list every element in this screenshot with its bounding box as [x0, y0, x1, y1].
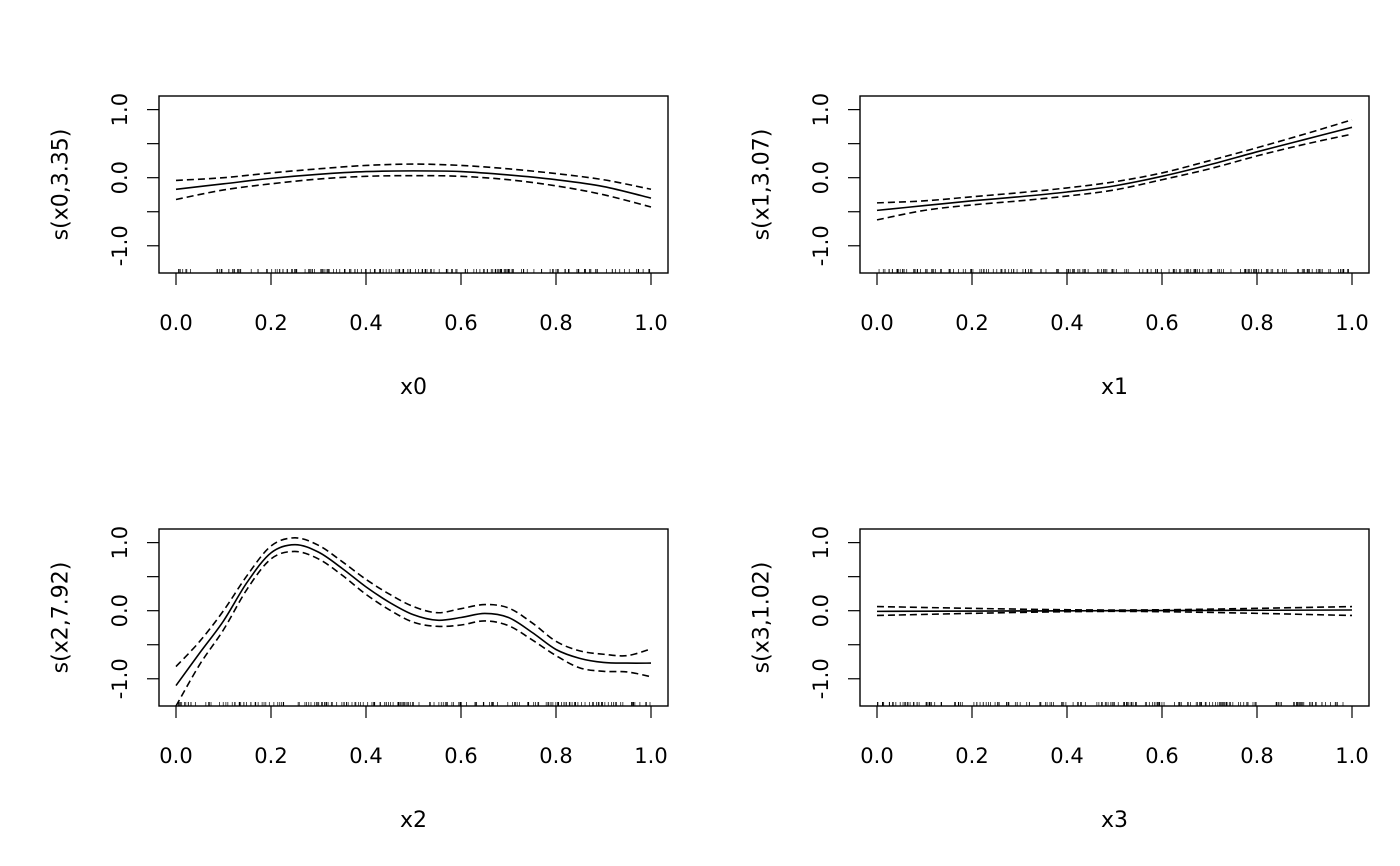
rug-marks [876, 702, 1344, 706]
x-tick-label: 0.8 [1240, 311, 1273, 335]
y-tick-label: -1.0 [108, 658, 132, 699]
x-tick-label: 0.0 [159, 311, 192, 335]
x-axis-label: x2 [400, 808, 427, 833]
y-tick-label: 0.0 [108, 161, 132, 194]
plot-frame [859, 528, 1370, 707]
x-tick-label: 0.0 [159, 744, 192, 768]
y-tick-label: -1.0 [809, 225, 833, 266]
lower-confidence-band [175, 174, 652, 208]
y-tick-label: 1.0 [809, 93, 833, 126]
plot-frame [158, 528, 669, 707]
x-tick-label: 0.6 [1145, 311, 1178, 335]
x-tick-label: 1.0 [1335, 744, 1368, 768]
x-tick-label: 0.8 [539, 744, 572, 768]
x-tick-label: 0.6 [444, 744, 477, 768]
upper-confidence-band [175, 537, 652, 668]
x-tick-label: 0.2 [955, 744, 988, 768]
x-tick-label: 0.2 [254, 311, 287, 335]
lower-confidence-band [876, 133, 1353, 221]
lower-confidence-band [876, 610, 1353, 617]
upper-confidence-band [175, 163, 652, 191]
y-axis-label: s(x1,3.07) [750, 129, 775, 241]
x-tick-label: 0.8 [1240, 744, 1273, 768]
x-axis-label: x3 [1101, 808, 1128, 833]
x-tick-label: 0.4 [1050, 744, 1083, 768]
lower-confidence-band [175, 550, 652, 707]
fitted-smooth-line [876, 126, 1353, 212]
plot-frame [859, 95, 1370, 274]
plot-frame [158, 95, 669, 274]
rug-marks [178, 269, 651, 273]
y-axis-label: s(x3,1.02) [750, 562, 775, 674]
smooth-panel-x3: 0.0 0.2 0.4 0.6 0.8 1.0 -1.0 0.0 1.0 x3 s(x3,1.02) [750, 526, 1370, 833]
x-tick-label: 0.4 [1050, 311, 1083, 335]
y-tick-label: -1.0 [809, 658, 833, 699]
x-tick-label: 0.8 [539, 311, 572, 335]
x-tick-label: 1.0 [634, 744, 667, 768]
y-tick-label: 0.0 [809, 594, 833, 627]
x-tick-label: 0.6 [444, 311, 477, 335]
x-tick-label: 0.2 [254, 744, 287, 768]
x-tick-label: 0.0 [860, 744, 893, 768]
y-tick-label: 1.0 [108, 93, 132, 126]
x-tick-label: 1.0 [634, 311, 667, 335]
smooth-panel-x2: 0.0 0.2 0.4 0.6 0.8 1.0 -1.0 0.0 1.0 x2 s(x2,7.92) [49, 526, 669, 833]
y-tick-label: 0.0 [809, 161, 833, 194]
fitted-smooth-line [175, 543, 652, 687]
x-axis-label: x1 [1101, 375, 1128, 400]
x-tick-label: 0.4 [349, 744, 382, 768]
x-axis-label: x0 [400, 375, 427, 400]
y-tick-label: 1.0 [108, 526, 132, 559]
x-tick-label: 0.2 [955, 311, 988, 335]
x-tick-label: 1.0 [1335, 311, 1368, 335]
x-tick-label: 0.4 [349, 311, 382, 335]
y-axis-label: s(x2,7.92) [49, 562, 74, 674]
fitted-smooth-line [876, 609, 1353, 613]
y-tick-label: 0.0 [108, 594, 132, 627]
x-tick-label: 0.0 [860, 311, 893, 335]
fitted-smooth-line [175, 170, 652, 199]
rug-marks [878, 269, 1349, 273]
upper-confidence-band [876, 119, 1353, 204]
y-axis-label: s(x0,3.35) [49, 129, 74, 241]
y-tick-label: 1.0 [809, 526, 833, 559]
rug-marks [178, 702, 651, 706]
x-tick-label: 0.6 [1145, 744, 1178, 768]
smooth-panel-x1: 0.0 0.2 0.4 0.6 0.8 1.0 -1.0 0.0 1.0 x1 s(x1,3.07) [750, 93, 1370, 400]
y-tick-label: -1.0 [108, 225, 132, 266]
smooth-panel-x0: 0.0 0.2 0.4 0.6 0.8 1.0 -1.0 0.0 1.0 x0 s(x0,3.35) [49, 93, 669, 400]
